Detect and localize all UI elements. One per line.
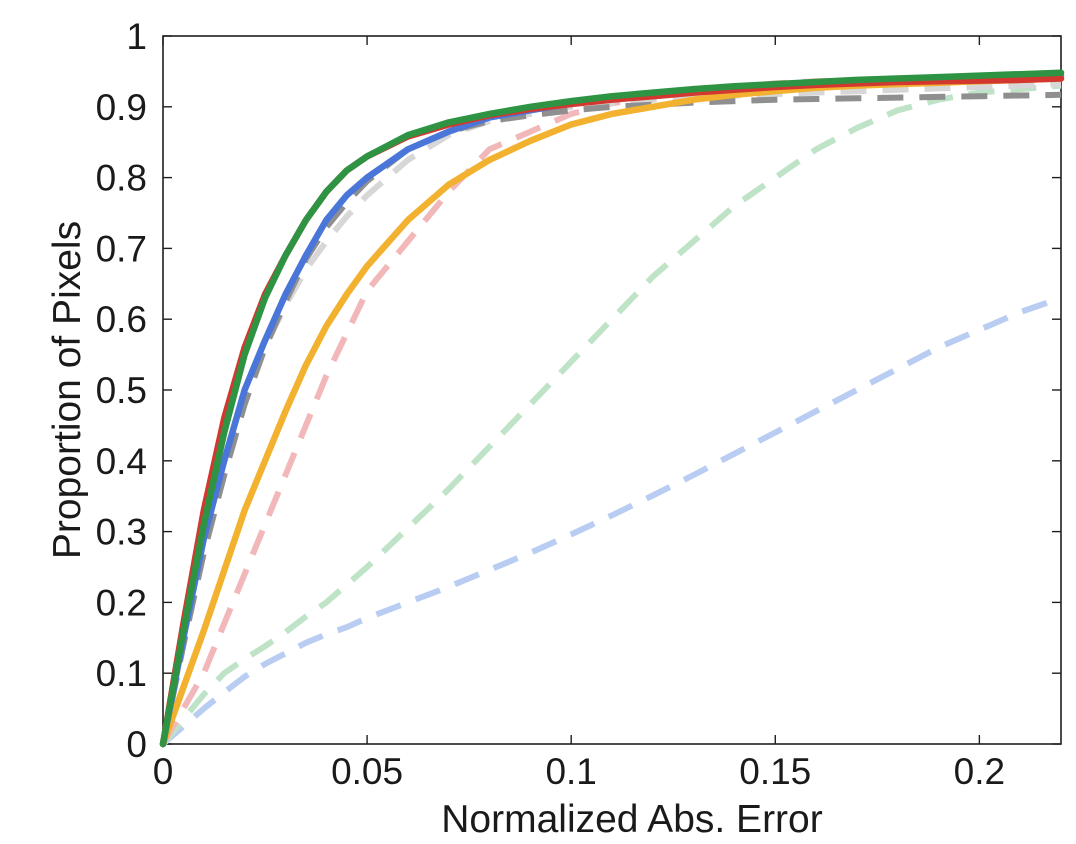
x-axis-label: Normalized Abs. Error <box>441 798 822 839</box>
series-line-solid-red <box>159 75 1065 748</box>
series-line-dashed-gray <box>160 91 1062 745</box>
y-tick-label: 0.3 <box>96 512 147 553</box>
axes-group <box>162 35 1062 745</box>
x-tick-label: 0.2 <box>954 751 1005 792</box>
y-tick-label: 0.9 <box>96 87 147 128</box>
y-axis-label: Proportion of Pixels <box>46 221 89 559</box>
x-tick-label: 0.15 <box>739 751 811 792</box>
labels-group: 0 0.05 0.1 0.15 0.2 0 0.1 0.2 0.3 0.4 0.5 0.6 0.7 0.8… <box>46 16 1005 841</box>
series-line-dashed-light-green <box>160 82 1062 746</box>
x-tick-label: 0 <box>153 751 174 792</box>
y-tick-label: 0.7 <box>96 228 147 269</box>
series-line-dashed-light-gray <box>160 81 1062 745</box>
series-line-solid-blue <box>159 71 1065 748</box>
x-tick-label: 0.1 <box>545 751 596 792</box>
y-tick-label: 0.4 <box>96 441 147 482</box>
y-tick-label: 0.1 <box>96 653 147 694</box>
series-line-solid-yellow <box>159 75 1065 748</box>
y-tick-label: 0.6 <box>96 299 147 340</box>
y-tick-label: 0.8 <box>96 158 147 199</box>
series-line-dashed-light-blue <box>161 295 1062 747</box>
series-line-dashed-light-red <box>160 75 1061 746</box>
series-group <box>159 69 1065 748</box>
series-line-solid-green <box>159 69 1065 748</box>
y-tick-label: 0.5 <box>96 370 147 411</box>
y-tick-label: 1 <box>126 16 147 57</box>
y-tick-label: 0 <box>126 724 147 765</box>
x-tick-label: 0.05 <box>331 751 403 792</box>
y-tick-label: 0.2 <box>96 582 147 623</box>
